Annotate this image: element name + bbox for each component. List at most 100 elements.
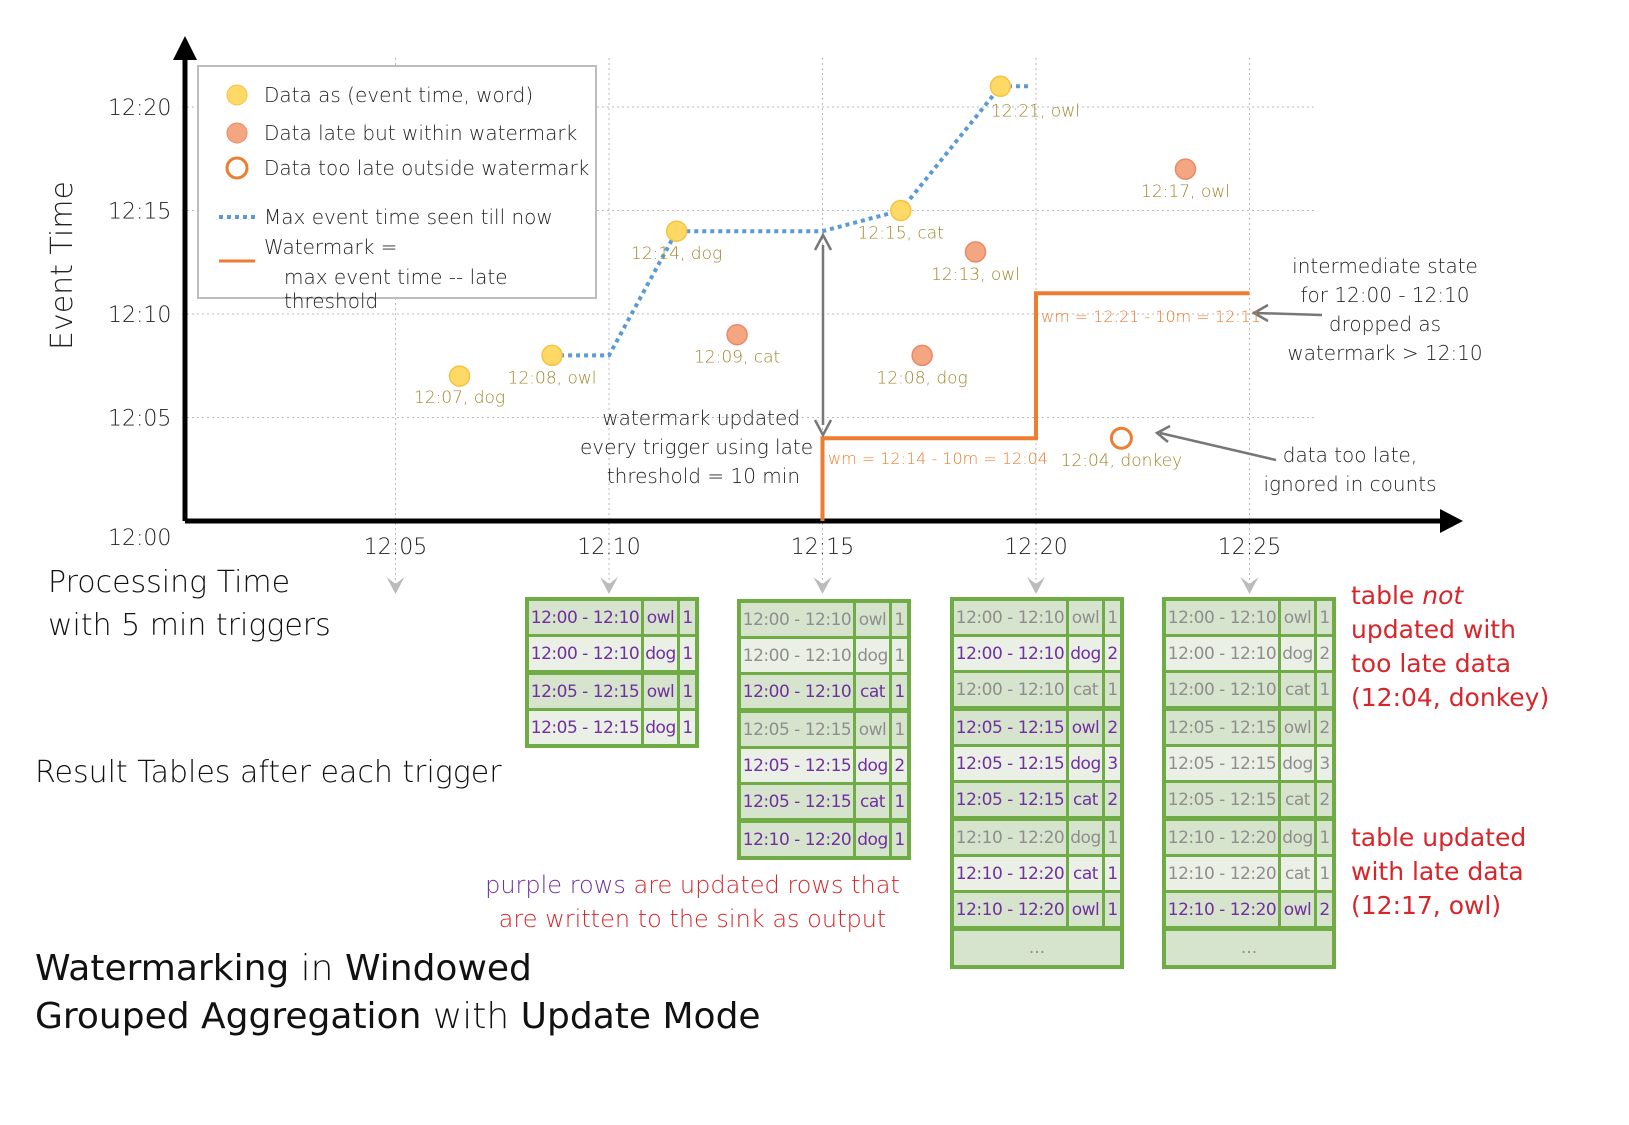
y-tick-label: 12:15 [108, 200, 171, 225]
x-axis-label-line1: Processing Time [48, 565, 291, 600]
table-row: 12:05 - 12:15 owl 2 [954, 711, 1120, 744]
table-row: 12:00 - 12:10 cat 1 [954, 673, 1120, 706]
y-tick-label: 12:20 [108, 96, 171, 121]
word-cell: cat [1281, 783, 1314, 816]
window-cell: 12:10 - 12:20 [1166, 857, 1278, 890]
word-cell: owl [644, 675, 677, 708]
legend-item: Watermark = [264, 235, 398, 259]
table-row: 12:10 - 12:20 cat 1 [1166, 857, 1332, 890]
window-cell: 12:10 - 12:20 [954, 893, 1066, 926]
window-cell: 12:05 - 12:15 [741, 713, 853, 746]
count-cell: 1 [680, 675, 695, 708]
data-point-late [911, 344, 933, 367]
count-cell: 2 [1317, 711, 1332, 744]
window-cell: 12:00 - 12:10 [954, 673, 1066, 706]
arrow-up-icon [813, 232, 833, 251]
window-cell: 12:00 - 12:10 [529, 637, 641, 670]
window-cell: 12:05 - 12:15 [1166, 747, 1278, 780]
window-cell: 12:10 - 12:20 [741, 823, 853, 856]
too-late-note: data too late, ignored in counts [1263, 443, 1437, 496]
count-cell: 1 [892, 675, 907, 708]
table-row: 12:10 - 12:20 owl 2 [1166, 893, 1332, 926]
count-cell: 2 [1105, 637, 1120, 670]
legend: Data as (event time, word) Data late but… [197, 65, 597, 313]
legend-on-time-marker [226, 84, 248, 106]
word-cell: cat [1069, 673, 1102, 706]
count-cell: 1 [892, 713, 907, 746]
too-late-arrow-icon [1154, 424, 1277, 462]
updated-late-note: table updated with late data (12:17, owl) [1351, 823, 1527, 920]
result-table-4: 12:00 - 12:10 owl 1 12:00 - 12:10 dog 2 12:00 … [1162, 597, 1336, 969]
legend-late-marker [226, 122, 248, 144]
data-point-on-time [448, 365, 471, 387]
data-point-label: 12:21, owl [991, 101, 1080, 121]
word-cell: dog [1069, 747, 1102, 780]
window-cell: 12:10 - 12:20 [954, 821, 1066, 854]
count-cell: 1 [1317, 821, 1332, 854]
word-cell: dog [1069, 637, 1102, 670]
word-cell: dog [1069, 821, 1102, 854]
word-cell: cat [1069, 783, 1102, 816]
data-point-label: 12:07, dog [414, 388, 505, 408]
word-cell: owl [1069, 893, 1102, 926]
table-row: 12:05 - 12:15 owl 1 [741, 713, 907, 746]
window-cell: 12:05 - 12:15 [954, 711, 1066, 744]
word-cell: owl [644, 601, 677, 634]
window-cell: 12:05 - 12:15 [741, 785, 853, 818]
x-tick-label: 12:10 [577, 535, 640, 560]
y-tick-label: 12:10 [108, 303, 171, 328]
table-row: 12:00 - 12:10 dog 2 [954, 637, 1120, 670]
window-cell: 12:00 - 12:10 [954, 637, 1066, 670]
x-axis-arrow-icon [1440, 509, 1463, 533]
not-updated-note: table not updated with too late data (12:0… [1351, 581, 1550, 712]
trigger-arrow-icon [386, 577, 405, 594]
window-cell: 12:05 - 12:15 [1166, 711, 1278, 744]
window-cell: 12:05 - 12:15 [529, 711, 641, 744]
more-rows-indicator: ... [1166, 931, 1332, 965]
data-point-on-time [989, 75, 1012, 98]
word-cell: owl [1069, 711, 1102, 744]
word-cell: dog [856, 749, 889, 782]
count-cell: 2 [1317, 637, 1332, 670]
table-row: 12:00 - 12:10 dog 2 [1166, 637, 1332, 670]
data-point-label: 12:17, owl [1141, 182, 1230, 202]
table-row: 12:05 - 12:15 dog 3 [1166, 747, 1332, 780]
watermark-line [820, 291, 1250, 521]
table-row: 12:10 - 12:20 dog 1 [954, 821, 1120, 854]
table-row: 12:10 - 12:20 owl 1 [954, 893, 1120, 926]
watermark-label: wm = 12:14 - 10m = 12:04 [828, 449, 1048, 468]
word-cell: owl [1281, 711, 1314, 744]
word-cell: dog [1281, 637, 1314, 670]
word-cell: dog [856, 639, 889, 672]
table-row: 12:05 - 12:15 owl 1 [529, 675, 695, 708]
x-tick-label: 12:05 [364, 535, 427, 560]
table-row: 12:05 - 12:15 cat 1 [741, 785, 907, 818]
word-cell: owl [856, 603, 889, 636]
word-cell: owl [1281, 601, 1314, 634]
data-point-late [964, 241, 987, 263]
word-cell: dog [1281, 821, 1314, 854]
data-point-label: 12:04, donkey [1061, 451, 1183, 471]
window-cell: 12:00 - 12:10 [741, 675, 853, 708]
count-cell: 1 [1105, 893, 1120, 926]
count-cell: 1 [1317, 673, 1332, 706]
count-cell: 1 [1317, 857, 1332, 890]
word-cell: owl [1281, 893, 1314, 926]
word-cell: dog [856, 823, 889, 856]
count-cell: 2 [1105, 711, 1120, 744]
count-cell: 1 [892, 785, 907, 818]
data-point-on-time [541, 344, 563, 367]
data-point-label: 12:13, owl [931, 265, 1020, 285]
data-point-on-time [665, 220, 688, 242]
word-cell: owl [1069, 601, 1102, 634]
count-cell: 1 [1105, 673, 1120, 706]
result-table-3: 12:00 - 12:10 owl 1 12:00 - 12:10 dog 2 12:00 … [950, 597, 1124, 969]
x-tick-label: 12:15 [791, 535, 854, 560]
table-row: 12:05 - 12:15 cat 2 [1166, 783, 1332, 816]
window-cell: 12:05 - 12:15 [1166, 783, 1278, 816]
legend-too-late-marker [225, 156, 249, 180]
count-cell: 1 [892, 639, 907, 672]
window-cell: 12:00 - 12:10 [1166, 637, 1278, 670]
count-cell: 1 [1317, 601, 1332, 634]
